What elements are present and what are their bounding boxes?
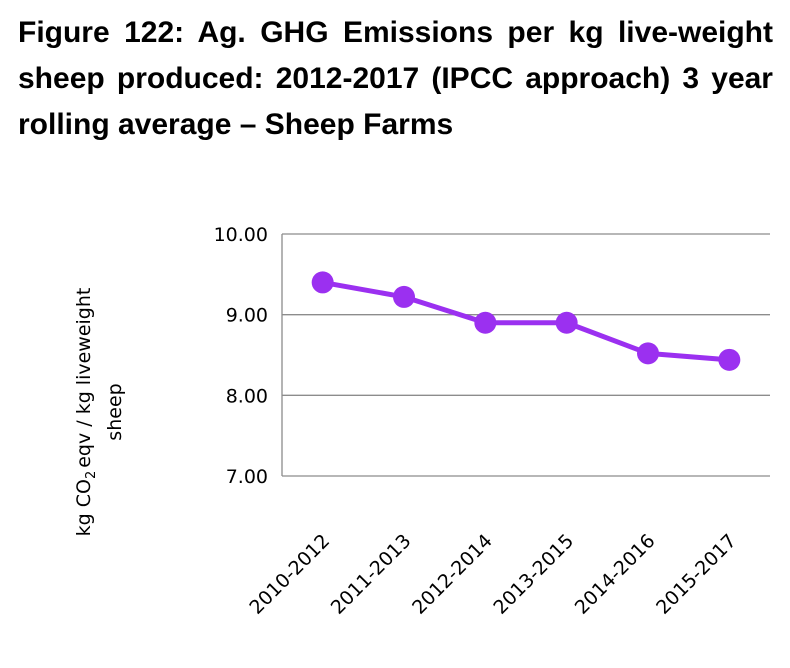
gridlines — [281, 233, 770, 477]
y-axis-title: kg CO2eqv / kg liveweight — [73, 288, 99, 537]
data-point — [637, 342, 659, 365]
x-axis-ticks: 2010-20122011-20132012-20142013-20152014… — [245, 530, 740, 619]
y-tick-label: 10.00 — [214, 224, 268, 246]
x-tick-label: 2012-2014 — [408, 530, 497, 619]
x-tick-label: 2014-2016 — [571, 530, 660, 619]
y-tick-label: 7.00 — [226, 466, 268, 488]
data-point — [393, 285, 415, 308]
chart-title: Figure 122: Ag. GHG Emissions per kg liv… — [18, 16, 773, 141]
data-point — [718, 348, 741, 371]
x-tick-label: 2013-2015 — [489, 530, 578, 619]
x-tick-label: 2010-2012 — [245, 530, 334, 619]
y-tick-label: 8.00 — [226, 385, 268, 407]
series-line — [322, 279, 730, 363]
data-point — [555, 311, 578, 334]
x-tick-label: 2011-2013 — [327, 530, 416, 619]
series-sheep-farms — [311, 271, 741, 371]
y-tick-label: 9.00 — [226, 305, 268, 327]
data-point — [474, 311, 497, 334]
data-point — [311, 271, 334, 294]
y-axis-ticks: 7.00 8.00 9.00 10.00 — [214, 224, 268, 488]
y-axis-title-line2: sheep — [104, 383, 126, 440]
x-tick-label: 2015-2017 — [652, 530, 741, 619]
